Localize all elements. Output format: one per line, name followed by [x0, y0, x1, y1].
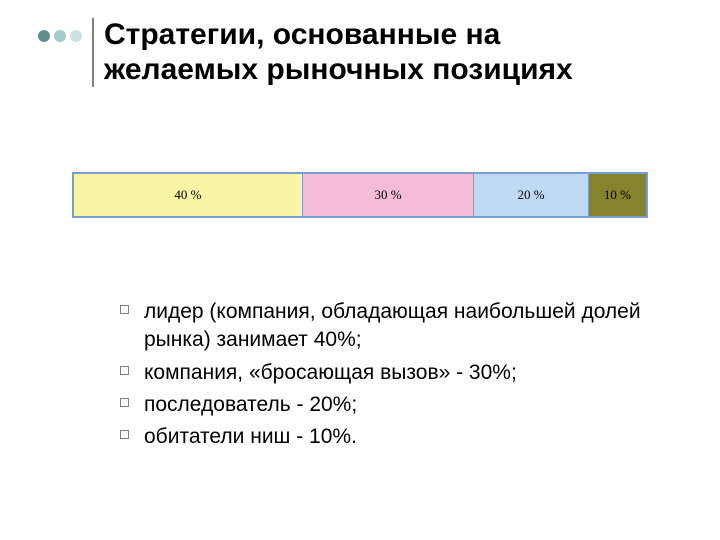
segment-nicher: 10 % [589, 174, 646, 216]
market-share-chart: 40 % 30 % 20 % 10 % [72, 172, 648, 218]
segment-leader: 40 % [74, 174, 303, 216]
dot-icon [54, 30, 66, 42]
list-item: обитатели ниш - 10%. [120, 423, 660, 451]
decorative-dots [38, 30, 82, 42]
list-item: лидер (компания, обладающая наибольшей д… [120, 298, 660, 355]
list-item: компания, «бросающая вызов» - 30%; [120, 359, 660, 387]
segment-challenger: 30 % [303, 174, 475, 216]
dot-icon [38, 30, 50, 42]
stacked-bar: 40 % 30 % 20 % 10 % [72, 172, 648, 218]
slide-title: Стратегии, основанные на желаемых рыночн… [104, 18, 624, 87]
list-item: последователь - 20%; [120, 391, 660, 419]
segment-follower: 20 % [474, 174, 588, 216]
header: Стратегии, основанные на желаемых рыночн… [38, 18, 624, 87]
bullet-list: лидер (компания, обладающая наибольшей д… [120, 298, 660, 456]
vertical-divider [92, 18, 94, 87]
slide: Стратегии, основанные на желаемых рыночн… [0, 0, 720, 540]
dot-icon [70, 30, 82, 42]
